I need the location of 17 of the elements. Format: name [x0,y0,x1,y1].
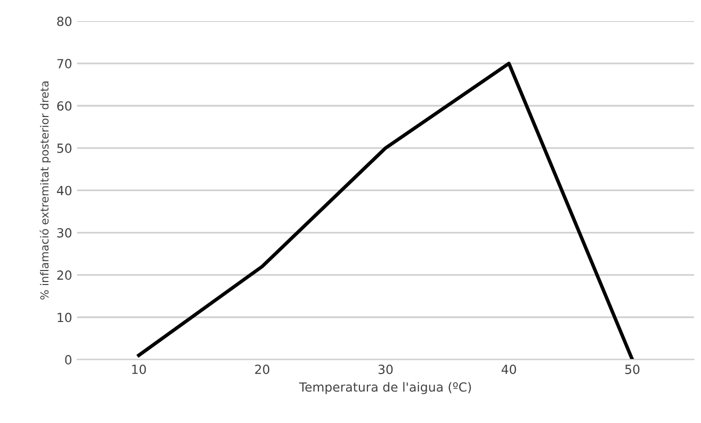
y-tick-label: 50 [57,144,72,153]
y-tick-label: 10 [58,312,72,322]
x-axis-title: Temperatura de l'aigua (ºC) [299,382,471,394]
y-tick-label: 60 [57,101,72,111]
x-tick-label: 50 [625,364,640,374]
x-tick-label: 10 [132,364,146,374]
y-tick-label: 40 [56,186,72,196]
y-tick-label: 80 [57,16,72,26]
y-tick-label: 20 [57,270,72,280]
y-axis-title: % inflamació extremitat posterior dreta [40,82,51,300]
x-tick-label: 20 [255,364,270,374]
y-tick-label: 70 [57,58,72,68]
y-tick-label: 0 [65,355,72,364]
y-tick-label: 30 [57,228,72,238]
x-tick-label: 40 [502,364,516,374]
line-series [137,62,634,360]
x-tick-label: 30 [378,364,393,374]
